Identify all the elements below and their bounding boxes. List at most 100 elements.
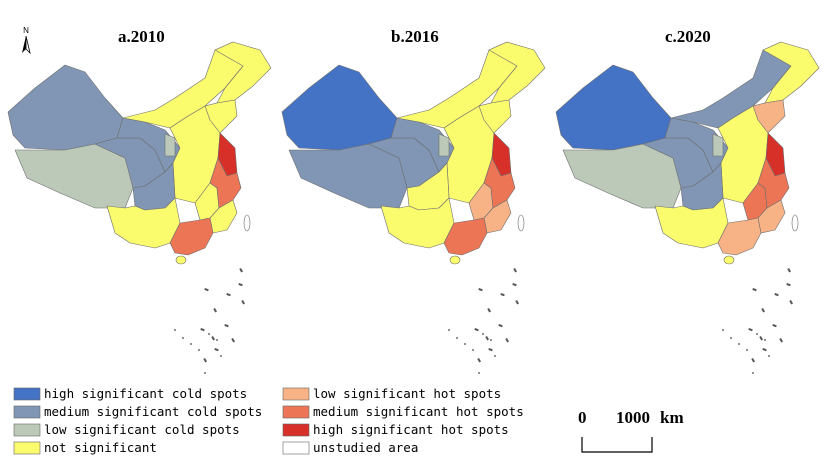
legend-label-high-hot: high significant hot spots bbox=[313, 422, 509, 437]
island-mark bbox=[500, 293, 505, 297]
island-dot bbox=[190, 343, 192, 345]
island-mark bbox=[231, 337, 235, 343]
region-tibet bbox=[562, 143, 684, 209]
region-taiwan bbox=[517, 214, 525, 232]
map-panel-2016 bbox=[281, 41, 546, 374]
scale-end-label: 1000 bbox=[616, 408, 650, 427]
island-dot bbox=[764, 339, 766, 341]
island-dot bbox=[456, 337, 458, 339]
island-mark bbox=[512, 282, 517, 287]
legend: high significant cold spots medium signi… bbox=[13, 386, 524, 455]
island-dot bbox=[204, 372, 206, 374]
island-mark bbox=[478, 288, 483, 292]
island-dot bbox=[494, 355, 496, 357]
region-shandong bbox=[752, 99, 786, 134]
map-panel-2020 bbox=[555, 41, 820, 374]
legend-swatch-low-hot bbox=[282, 387, 310, 401]
island-mark bbox=[224, 323, 229, 328]
island-dot bbox=[768, 355, 770, 357]
island-mark bbox=[241, 300, 246, 305]
region-guangdong bbox=[443, 217, 488, 256]
island-mark bbox=[239, 267, 244, 273]
island-dot bbox=[220, 355, 222, 357]
region-shandong bbox=[478, 99, 512, 134]
legend-label-not-significant: not significant bbox=[44, 440, 157, 455]
region-xinjiang bbox=[281, 64, 398, 151]
map-panel-2010 bbox=[7, 41, 272, 374]
island-mark bbox=[485, 336, 489, 341]
island-mark bbox=[498, 323, 503, 328]
legend-item-not-significant: not significant bbox=[13, 440, 157, 455]
island-mark bbox=[789, 300, 793, 305]
panel-title-a: a.2010 bbox=[118, 27, 165, 46]
region-taiwan bbox=[243, 214, 251, 232]
legend-swatch-unstudied bbox=[282, 441, 310, 455]
region-southwest bbox=[654, 197, 729, 249]
island-mark bbox=[786, 282, 791, 287]
island-mark bbox=[772, 323, 777, 328]
scale-bar-line bbox=[581, 437, 653, 453]
region-northeast bbox=[214, 41, 272, 104]
island-dot bbox=[208, 333, 210, 335]
legend-item-low-hot: low significant hot spots bbox=[282, 386, 501, 401]
region-shandong bbox=[204, 99, 238, 134]
panel-title-c: c.2020 bbox=[665, 27, 711, 46]
legend-label-low-cold: low significant cold spots bbox=[44, 422, 240, 437]
legend-swatch-high-hot bbox=[282, 423, 310, 437]
legend-label-medium-hot: medium significant hot spots bbox=[313, 404, 524, 419]
region-ningxia bbox=[164, 133, 176, 157]
island-dot bbox=[756, 333, 758, 335]
region-ningxia bbox=[438, 133, 450, 157]
scale-bar: 0 1000 km bbox=[578, 408, 684, 453]
island-mark bbox=[787, 267, 791, 273]
island-dot bbox=[448, 329, 450, 331]
region-hainan bbox=[723, 255, 735, 265]
island-mark bbox=[211, 336, 216, 341]
island-mark bbox=[474, 327, 479, 332]
island-mark bbox=[759, 336, 763, 341]
legend-item-low-cold: low significant cold spots bbox=[13, 422, 240, 437]
island-mark bbox=[204, 288, 209, 292]
island-mark bbox=[513, 267, 517, 273]
scale-unit-label: km bbox=[660, 408, 684, 427]
legend-swatch-medium-cold bbox=[13, 405, 41, 419]
legend-swatch-medium-hot bbox=[282, 405, 310, 419]
island-dot bbox=[478, 372, 480, 374]
island-dot bbox=[198, 349, 200, 351]
legend-swatch-low-cold bbox=[13, 423, 41, 437]
region-northeast bbox=[488, 41, 546, 104]
legend-item-high-hot: high significant hot spots bbox=[282, 422, 509, 437]
island-dot bbox=[730, 337, 732, 339]
island-mark bbox=[488, 348, 493, 352]
north-arrow-label: N bbox=[23, 26, 29, 35]
region-ningxia bbox=[712, 133, 724, 157]
island-mark bbox=[214, 348, 219, 352]
legend-label-high-cold: high significant cold spots bbox=[44, 386, 247, 401]
island-dot bbox=[464, 343, 466, 345]
island-mark bbox=[515, 300, 519, 305]
legend-item-high-cold: high significant cold spots bbox=[13, 386, 247, 401]
scale-start-label: 0 bbox=[578, 408, 587, 427]
legend-swatch-not-significant bbox=[13, 441, 41, 455]
island-mark bbox=[748, 327, 753, 332]
legend-item-medium-cold: medium significant cold spots bbox=[13, 404, 262, 419]
region-hainan bbox=[449, 255, 461, 265]
panel-title-b: b.2016 bbox=[391, 27, 439, 46]
region-xinjiang bbox=[555, 64, 672, 151]
region-tibet bbox=[288, 143, 410, 209]
island-dot bbox=[752, 372, 754, 374]
island-mark bbox=[774, 293, 779, 297]
island-mark bbox=[752, 288, 757, 292]
legend-item-unstudied: unstudied area bbox=[282, 440, 418, 455]
legend-swatch-high-cold bbox=[13, 387, 41, 401]
island-dot bbox=[746, 349, 748, 351]
region-southwest bbox=[106, 197, 181, 249]
island-dot bbox=[738, 343, 740, 345]
region-xinjiang bbox=[7, 64, 124, 151]
island-mark bbox=[477, 358, 482, 363]
island-mark bbox=[779, 337, 783, 343]
island-dot bbox=[174, 329, 176, 331]
island-mark bbox=[238, 282, 243, 287]
region-guangdong bbox=[717, 217, 762, 256]
